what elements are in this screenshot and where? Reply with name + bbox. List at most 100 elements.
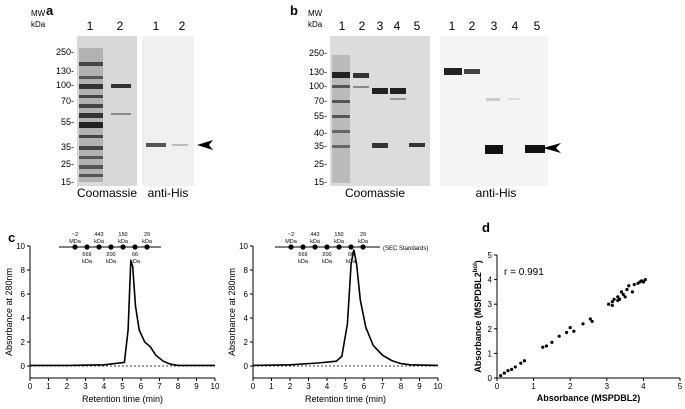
panel-b-lane-2: 2 <box>359 19 366 33</box>
scatter-point <box>619 290 624 294</box>
scatter-point <box>612 297 616 301</box>
scatter-point <box>499 373 503 378</box>
panel-b-lane-4: 4 <box>394 19 401 33</box>
sec-standard-top-unit: kDa <box>94 239 105 245</box>
x-tick-label: 3 <box>83 382 88 391</box>
scatter-point <box>544 344 549 348</box>
panel-d-r-value: r = 0.991 <box>504 267 544 278</box>
panel-b-his-lane-5: 5 <box>534 19 541 33</box>
panel-b-marker-label: 40- <box>314 128 327 138</box>
scatter-point <box>621 292 625 296</box>
panel-a-his-lane-1: 1 <box>153 19 160 33</box>
chromatogram-line <box>30 260 215 367</box>
panel-b-lane-5: 5 <box>414 19 421 33</box>
x-tick-label: 2 <box>65 382 70 391</box>
scatter-point <box>506 369 510 373</box>
sec-standard-dot <box>108 244 114 250</box>
panel-a-marker-label: 15- <box>61 177 74 187</box>
chromatogram-line <box>252 249 439 367</box>
sec-standard-top-unit: kDa <box>358 239 369 245</box>
sec-standard-top-label: 29 <box>360 232 366 238</box>
panel-a-his-lane-2: 2 <box>179 19 186 33</box>
panel-a-his-band-faint <box>172 144 188 146</box>
panel-b-coomassie-bands <box>332 55 425 183</box>
scatter-point <box>522 359 527 363</box>
panel-b-his-lane-2: 2 <box>469 19 476 33</box>
panel-b-label: b <box>290 3 298 18</box>
x-tick-label: 3 <box>605 382 610 391</box>
sec-standard-dot <box>288 244 294 250</box>
sec-standard-dot <box>120 244 126 250</box>
scatter-point <box>550 340 554 344</box>
x-tick-label: 0 <box>28 382 33 391</box>
y-axis-label: Absorbance at 280nm <box>4 268 14 356</box>
x-tick-label: 7 <box>157 382 162 391</box>
x-tick-label: 8 <box>399 382 404 391</box>
panel-a-antihis-blot <box>142 36 194 186</box>
panel-b-lane-3: 3 <box>377 19 384 33</box>
x-tick-label: 5 <box>678 382 683 391</box>
y-axis-label: Absorbance (MSPDBL2bol) <box>473 260 483 373</box>
sec-standard-top-label: 443 <box>310 232 319 238</box>
y-tick-label: 1 <box>488 349 493 358</box>
scatter-chart: 0 1 2 3 4 5 0 1 2 3 4 5 Absorbance (MSPDBL2) Absorban… <box>473 251 683 403</box>
y-tick-label: 2 <box>244 338 249 347</box>
scatter-point <box>513 365 517 369</box>
panel-a-arrowhead-icon <box>197 140 213 150</box>
scatter-point <box>643 278 647 282</box>
x-tick-label: 1 <box>46 382 51 391</box>
scatter-point <box>632 282 636 287</box>
sec-standard-bottom-unit: kDa <box>322 259 333 265</box>
y-tick-label: 2 <box>21 338 26 347</box>
x-tick-label: 3 <box>306 382 311 391</box>
panel-b-arrowhead-icon <box>543 143 561 153</box>
x-tick-label: 8 <box>176 382 181 391</box>
y-tick-label: 4 <box>21 314 26 323</box>
y-tick-label: 8 <box>21 266 26 275</box>
sec-standards-label: (SEC Standards) <box>383 246 428 252</box>
sec-standard-dot <box>312 244 318 250</box>
panel-a-lane-1: 1 <box>87 19 94 33</box>
y-tick-label: 6 <box>244 290 249 299</box>
sec-standard-dot <box>96 244 102 250</box>
scatter-point <box>641 280 646 284</box>
panel-b-marker-label: 55- <box>314 111 327 121</box>
panel-b-antihis-label: anti-His <box>476 186 517 200</box>
sec-standard-top-unit: MDa <box>69 239 82 245</box>
y-tick-label: 6 <box>21 290 26 299</box>
sec-standard-dot <box>132 244 138 250</box>
sec-standard-bottom-label: 200 <box>322 252 331 258</box>
sec-chart-left: 0 1 2 3 4 5 6 7 8 9 10 0 2 4 6 8 10 Retention time (min) A… <box>4 242 220 404</box>
x-tick-label: 5 <box>120 382 125 391</box>
sec-standard-dot <box>348 244 354 250</box>
sec-standard-top-unit: kDa <box>334 239 345 245</box>
y-tick-label: 4 <box>488 276 493 285</box>
panel-a-antihis-label: anti-His <box>148 186 189 200</box>
panel-a-coomassie-label: Coomassie <box>77 186 137 200</box>
x-tick-label: 0 <box>495 382 500 391</box>
panel-b-marker-label: 25- <box>314 159 327 169</box>
scatter-point <box>616 298 620 303</box>
panel-a-markers: 250- 130- 100- 70- 55- 35- 25- 15- <box>56 47 74 187</box>
panel-b-kda: kDa <box>308 20 323 29</box>
scatter-point <box>519 361 523 365</box>
x-tick-label: 0 <box>251 382 256 391</box>
scatter-point <box>541 345 545 349</box>
scatter-point <box>510 367 514 371</box>
scatter-point <box>623 295 627 299</box>
scatter-point <box>588 317 592 321</box>
scatter-point <box>610 303 614 308</box>
scatter-point <box>610 300 614 304</box>
panel-b-antihis-blot <box>440 36 548 186</box>
scatter-point <box>581 322 585 326</box>
panel-d-label: d <box>482 220 490 235</box>
scatter-point <box>564 330 569 335</box>
scatter-point <box>568 325 572 330</box>
sec-chart-right: 0 1 2 3 4 5 6 7 8 9 10 0 2 4 6 8 10 Retention time (min) A… <box>227 242 443 404</box>
panel-b-mw: MW <box>308 9 323 18</box>
y-tick-label: 4 <box>244 314 249 323</box>
sec-standard-bottom-label: 66 <box>348 252 354 258</box>
y-tick-label: 8 <box>244 266 249 275</box>
